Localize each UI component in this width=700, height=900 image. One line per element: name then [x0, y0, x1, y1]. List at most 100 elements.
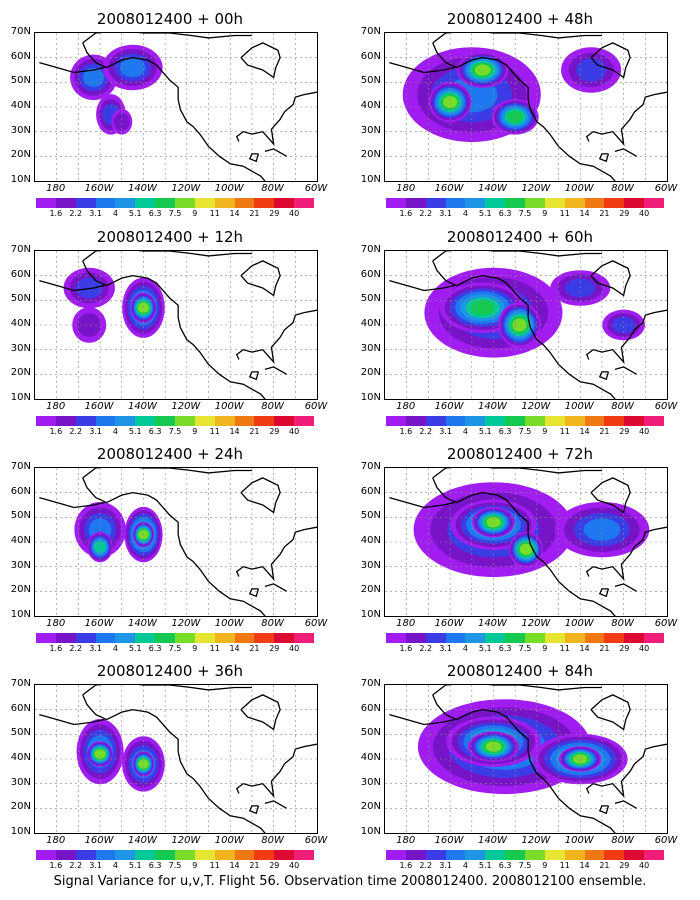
coastline: [432, 477, 616, 616]
map-panel: 2008012400 + 12h 70N 60N 50N 40N 30N 20N 10N 180…: [11, 228, 374, 443]
coastline: [598, 371, 610, 381]
longitude-tick-label: 140W: [127, 401, 157, 412]
variance-contour: [94, 541, 107, 553]
colorbar-swatch: [55, 850, 77, 860]
colorbar-label: 2.2: [69, 644, 83, 653]
map-panel: 2008012400 + 48h 70N 60N 50N 40N 30N 20N 10N 180…: [361, 10, 700, 225]
longitude-tick-label: 120W: [171, 183, 201, 194]
colorbar-label: 14: [579, 209, 590, 218]
colorbar-label: 29: [269, 861, 280, 870]
latitude-tick-label: 60N: [360, 485, 381, 497]
longitude-tick-label: 80W: [261, 618, 284, 629]
coastline: [82, 42, 266, 181]
colorbar-label: 6.3: [148, 209, 162, 218]
variance-contour: [470, 300, 495, 316]
latitude-tick-label: 30N: [360, 559, 381, 571]
coastline: [590, 42, 631, 79]
colorbar-label: 9: [192, 209, 198, 218]
colorbar-swatch: [525, 416, 546, 426]
panel-title: 2008012400 + 00h: [96, 10, 244, 28]
variance-contour: [77, 313, 102, 337]
coastline: [39, 713, 105, 726]
colorbar-swatch: [505, 416, 526, 426]
longitude-tick-label: 100W: [214, 618, 244, 629]
variance-map: [35, 685, 317, 833]
latitude-tick-label: 20N: [360, 367, 381, 379]
colorbar-label: 1.6: [399, 861, 413, 870]
coastline: [39, 61, 105, 74]
colorbar-swatch: [234, 633, 255, 643]
longitude-tick-label: 100W: [214, 401, 244, 412]
longitude-tick-label: 100W: [564, 835, 594, 846]
colorbar-label: 11: [559, 427, 570, 436]
colorbar-swatch: [294, 850, 315, 860]
colorbar-label: 14: [229, 209, 240, 218]
colorbar-swatch: [465, 416, 486, 426]
coastline: [432, 260, 616, 399]
variance-contour: [83, 67, 105, 87]
variance-contour: [119, 57, 146, 78]
colorbar-label: 21: [599, 861, 610, 870]
colorbar-label: 29: [619, 427, 630, 436]
colorbar-label: 40: [639, 427, 650, 436]
latitude-tick-label: 10N: [360, 609, 381, 620]
colorbar-label: 40: [289, 861, 300, 870]
colorbar-label: 14: [579, 861, 590, 870]
colorbar-swatch: [214, 633, 236, 643]
colorbar-swatch: [254, 198, 275, 208]
colorbar-swatch: [425, 850, 447, 860]
colorbar-label: 2.2: [69, 427, 83, 436]
coastline: [39, 279, 105, 292]
colorbar-label: 3.1: [439, 644, 452, 653]
map-panel: 2008012400 + 36h 70N 60N 50N 40N 30N 20N 10N 180…: [11, 662, 374, 877]
latitude-tick-label: 70N: [360, 244, 381, 255]
latitude-tick-label: 40N: [360, 752, 381, 763]
colorbar-swatch: [485, 198, 506, 208]
latitude-tick-label: 50N: [360, 510, 381, 522]
colorbar-swatch: [175, 416, 196, 426]
colorbar-label: 3.1: [439, 427, 452, 436]
coastline: [248, 153, 260, 163]
colorbar-label: 21: [249, 861, 260, 870]
colorbar-label: 29: [619, 861, 630, 870]
colorbar-label: 29: [619, 209, 630, 218]
coastline: [614, 366, 637, 375]
latitude-tick-label: 50N: [10, 293, 31, 305]
colorbar-label: 14: [229, 861, 240, 870]
coastline: [235, 743, 317, 799]
panel-title: 2008012400 + 72h: [446, 445, 594, 463]
coastline: [248, 371, 260, 381]
colorbar-swatch: [254, 850, 275, 860]
colorbar-swatch: [75, 633, 97, 643]
colorbar-label: 6.3: [498, 427, 512, 436]
colorbar-label: 5.1: [478, 644, 492, 653]
colorbar-label: 3.1: [439, 861, 452, 870]
latitude-tick-label: 40N: [360, 318, 381, 329]
latitude-tick-label: 60N: [360, 50, 381, 62]
longitude-tick-label: 100W: [564, 183, 594, 194]
coastline: [585, 91, 667, 147]
longitude-tick-label: 160W: [434, 401, 464, 412]
colorbar-label: 21: [599, 427, 610, 436]
colorbar-label: 40: [289, 644, 300, 653]
colorbar-label: 21: [249, 644, 260, 653]
colorbar-label: 11: [559, 861, 570, 870]
colorbar-swatch: [624, 633, 645, 643]
colorbar-label: 1.6: [49, 644, 63, 653]
colorbar-swatch: [274, 850, 295, 860]
coastline: [39, 496, 105, 509]
colorbar-label: 7.5: [518, 644, 532, 653]
colorbar-label: 40: [289, 209, 300, 218]
colorbar-swatch: [405, 198, 427, 208]
longitude-tick-label: 120W: [171, 835, 201, 846]
coastline: [235, 526, 317, 582]
map-panel: 2008012400 + 24h 70N 60N 50N 40N 30N 20N 10N 180…: [11, 445, 374, 660]
colorbar-label: 40: [639, 209, 650, 218]
colorbar-label: 3.1: [89, 209, 102, 218]
longitude-tick-label: 80W: [261, 835, 284, 846]
colorbar-label: 11: [559, 644, 570, 653]
colorbar-swatch: [584, 416, 605, 426]
colorbar-swatch: [95, 850, 116, 860]
colorbar-swatch: [36, 416, 57, 426]
colorbar-label: 4: [462, 644, 468, 653]
